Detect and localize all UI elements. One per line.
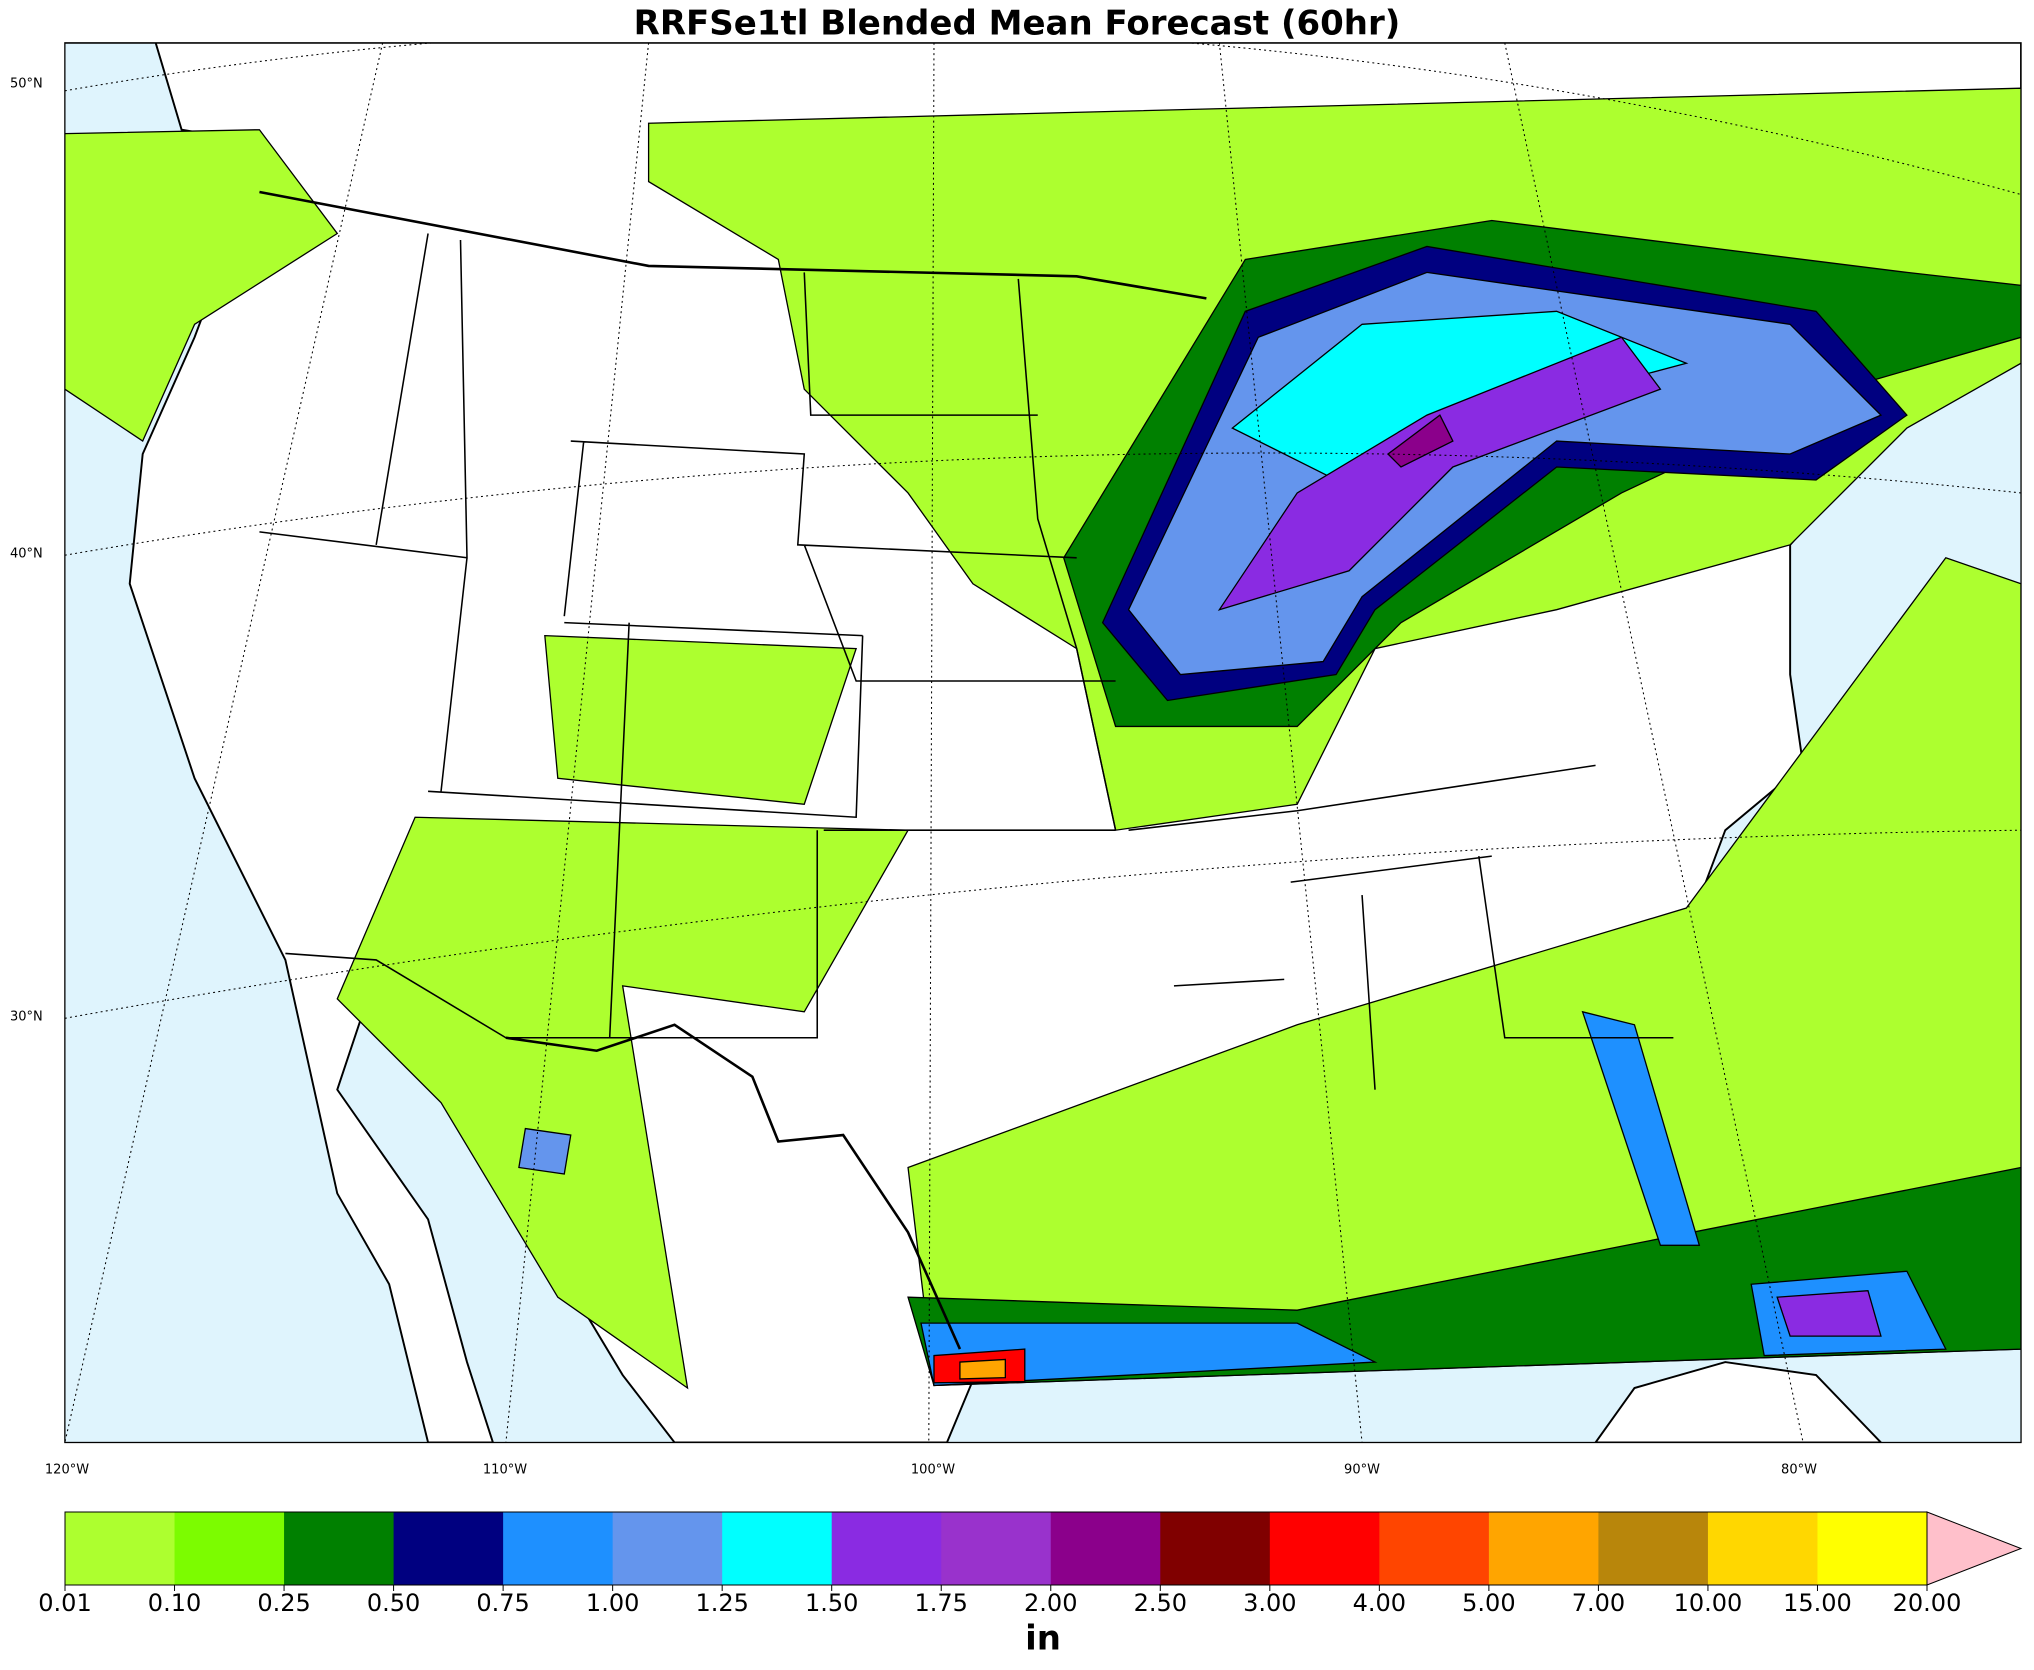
axis-labels: 50°N 40°N 30°N 120°W 110°W 100°W 90°W 80°W [10,77,1817,1478]
colorbar-label: 1.25 [695,1589,748,1617]
colorbar-label: 1.75 [915,1589,968,1617]
precip [64,87,2022,1390]
title: RRFSe1tl Blended Mean Forecast (60hr) [634,4,1401,44]
colorbar-label: 4.00 [1353,1589,1406,1617]
map-frame [64,42,2022,1444]
colorbar-label: 0.10 [148,1589,201,1617]
colorbar-label: 15.00 [1783,1589,1852,1617]
colorbar-bin [831,1512,942,1585]
colorbar-bin [1707,1512,1818,1585]
colorbar-bin [1598,1512,1709,1585]
colorbar-label: 10.00 [1674,1589,1743,1617]
colorbar-bin [65,1512,176,1585]
colorbar-label: 0.50 [367,1589,420,1617]
lon-label: 120°W [45,1463,89,1478]
lon-label: 100°W [911,1463,955,1478]
lon-label: 110°W [483,1463,527,1478]
colorbar-bin [722,1512,833,1585]
colorbar-bin [503,1512,614,1585]
colorbar-label: 5.00 [1462,1589,1515,1617]
colorbar-bin [393,1512,504,1585]
colorbar-bin [1817,1512,1928,1585]
colorbar-bin [1269,1512,1380,1585]
colorbar-label: 2.00 [1024,1589,1077,1617]
map [64,42,2022,1444]
colorbar-label: 7.00 [1572,1589,1625,1617]
colorbar-bin [1488,1512,1599,1585]
lon-label: 80°W [1781,1463,1817,1478]
land-mexico-south [1594,1361,1883,1443]
lat-label: 30°N [10,1010,43,1025]
colorbar-bin [612,1512,723,1585]
colorbar-bin [1050,1512,1161,1585]
colorbar-label: 3.00 [1243,1589,1296,1617]
colorbar-frame [64,1511,1928,1586]
lat-label: 40°N [10,547,43,562]
graticule [64,42,2022,1443]
borders [259,190,1674,1350]
lat-label: 50°N [10,77,43,92]
colorbar-label: 0.01 [38,1589,91,1617]
colorbar-unit: in [1025,1619,1061,1659]
colorbar-bin [284,1512,395,1585]
colorbar-label: 2.50 [1134,1589,1187,1617]
lon-label: 90°W [1344,1463,1380,1478]
colorbar-label: 1.00 [586,1589,639,1617]
colorbar-bin [1379,1512,1490,1585]
colorbar-label: 1.50 [805,1589,858,1617]
colorbar-bin [941,1512,1052,1585]
colorbar: 0.01 0.10 0.25 0.50 0.75 1.00 1.25 1.50 1.75 2.00… [38,1511,2023,1659]
colorbar-label: 0.75 [476,1589,529,1617]
colorbar-extension [1926,1511,2023,1586]
colorbar-bin [1160,1512,1271,1585]
colorbar-label: 20.00 [1893,1589,1962,1617]
colorbar-bin [174,1512,285,1585]
colorbar-label: 0.25 [257,1589,310,1617]
